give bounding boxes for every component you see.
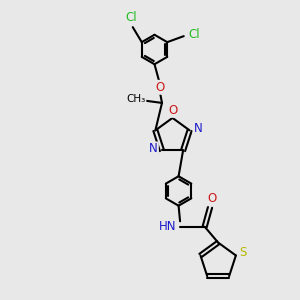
Text: N: N (149, 142, 158, 155)
Text: Cl: Cl (125, 11, 137, 24)
Text: CH₃: CH₃ (126, 94, 146, 104)
Text: S: S (239, 246, 246, 259)
Text: HN: HN (159, 220, 176, 233)
Text: O: O (207, 192, 216, 205)
Text: N: N (194, 122, 202, 135)
Text: O: O (169, 104, 178, 117)
Text: O: O (156, 81, 165, 94)
Text: Cl: Cl (188, 28, 200, 41)
